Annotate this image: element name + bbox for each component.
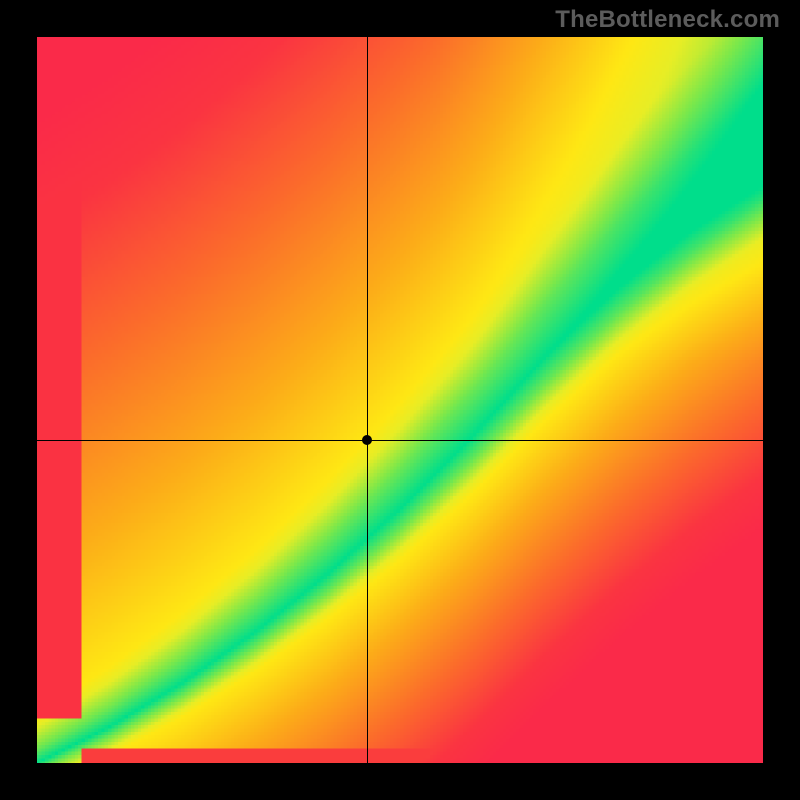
chart-container: TheBottleneck.com xyxy=(0,0,800,800)
crosshair-vertical-line xyxy=(367,35,368,765)
watermark-label: TheBottleneck.com xyxy=(555,6,780,34)
bottleneck-heatmap xyxy=(35,35,765,765)
crosshair-horizontal-line xyxy=(35,440,765,441)
